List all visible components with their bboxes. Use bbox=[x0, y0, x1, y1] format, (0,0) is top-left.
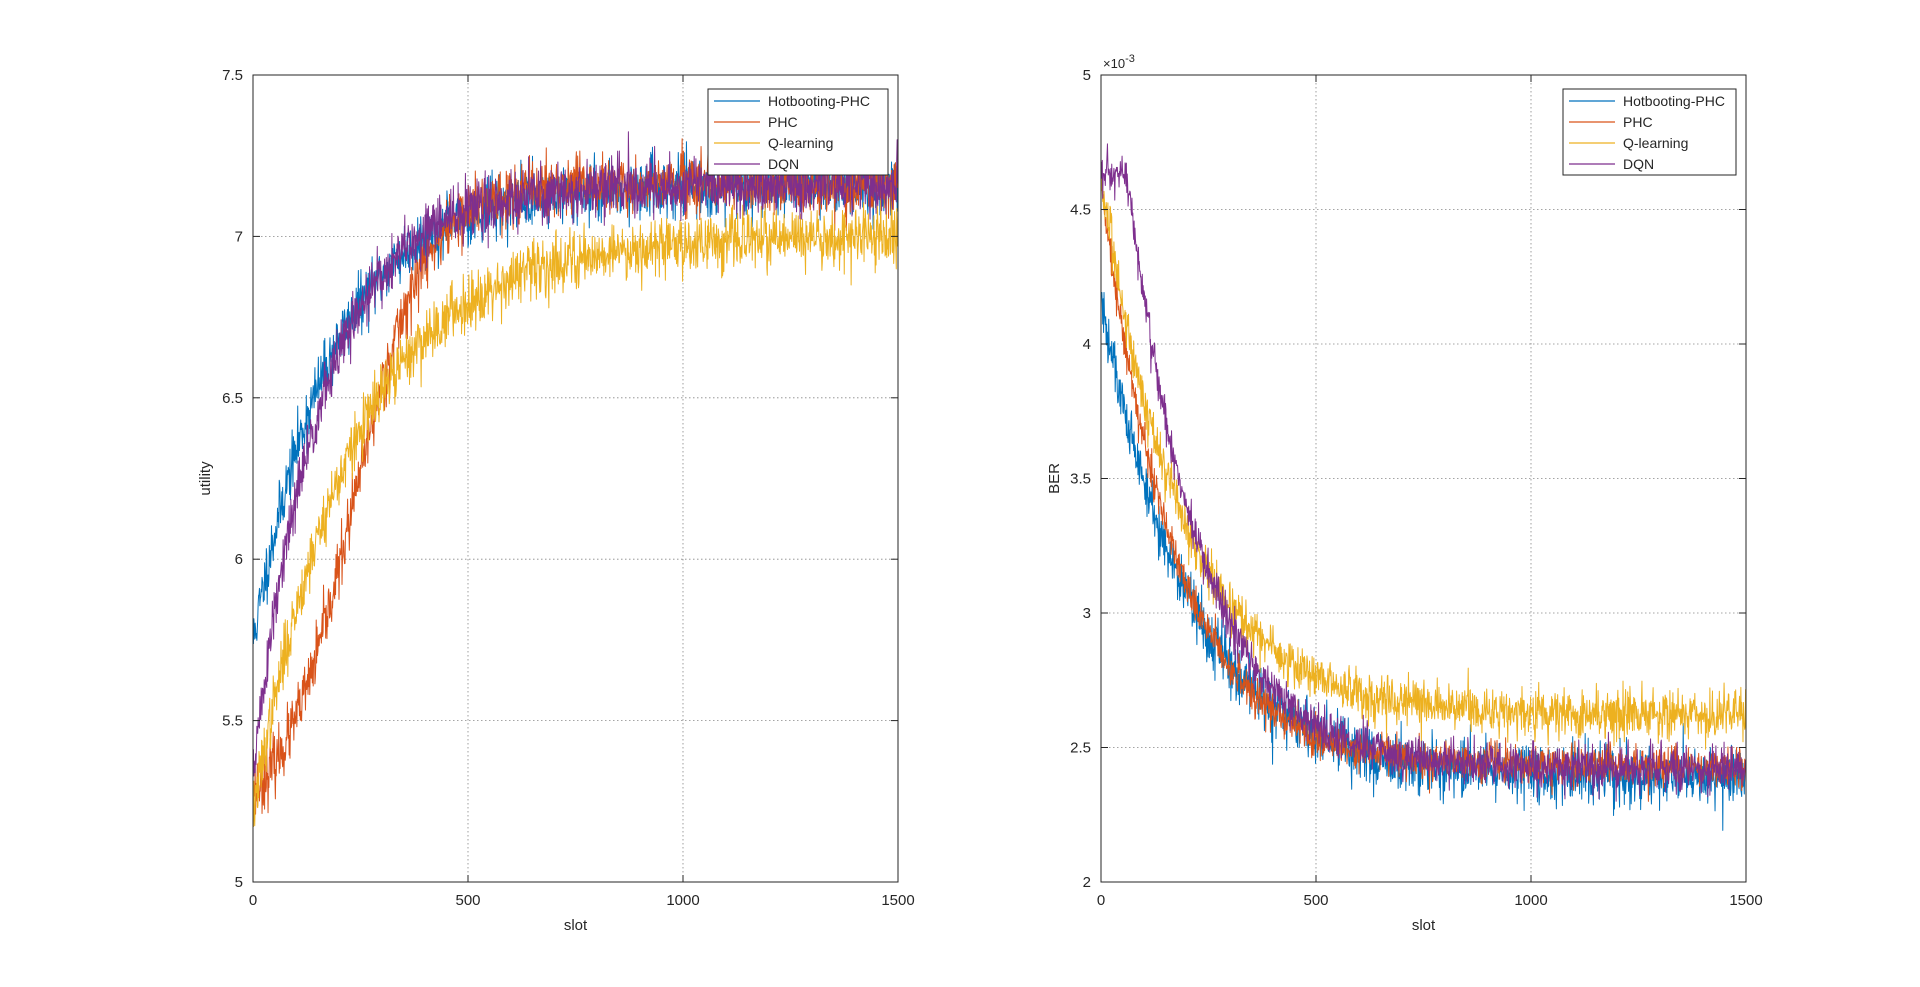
utility-series-line-dqn bbox=[252, 131, 899, 777]
utility-legend-label-hotbooting-phc: Hotbooting-PHC bbox=[768, 93, 870, 109]
utility-x-tick-label-1: 500 bbox=[455, 892, 480, 909]
utility-y-tick-label-0: 5 bbox=[235, 874, 243, 891]
ber-y-tick-label-4: 4 bbox=[1083, 336, 1091, 353]
ber-y-tick-label-1: 2.5 bbox=[1070, 740, 1091, 757]
utility-x-axis-label: slot bbox=[564, 917, 588, 934]
ber-x-tick-label-2: 1000 bbox=[1514, 892, 1547, 909]
utility-legend-label-q-learning: Q-learning bbox=[768, 135, 833, 151]
ber-y-tick-label-0: 2 bbox=[1083, 874, 1091, 891]
ber-y-tick-label-2: 3 bbox=[1083, 605, 1091, 622]
utility-axes-box bbox=[252, 74, 899, 883]
ber-series-line-dqn bbox=[1100, 143, 1747, 802]
ber-legend: Hotbooting-PHC PHC Q-learning DQN bbox=[1562, 88, 1737, 176]
ber-chart: 0 500 1000 1500 2 2.5 3 3.5 4 4.5 5 ×10-3 slot BER… bbox=[1046, 53, 1763, 934]
ber-x-tick-label-1: 500 bbox=[1303, 892, 1328, 909]
ber-legend-box bbox=[1562, 88, 1737, 176]
utility-x-tick-label-0: 0 bbox=[249, 892, 257, 909]
utility-legend-label-phc: PHC bbox=[768, 114, 798, 130]
ber-y-tick-label-6: 5 bbox=[1083, 67, 1091, 84]
utility-x-tick-label-3: 1500 bbox=[881, 892, 914, 909]
ber-x-tick-label-3: 1500 bbox=[1729, 892, 1762, 909]
utility-y-tick-label-3: 6.5 bbox=[222, 390, 243, 407]
ber-exponent-base: ×10 bbox=[1103, 56, 1125, 71]
ber-legend-label-phc: PHC bbox=[1623, 114, 1653, 130]
ber-y-axis-label: BER bbox=[1046, 463, 1063, 494]
ber-y-tick-label-5: 4.5 bbox=[1070, 202, 1091, 219]
utility-chart: 0 500 1000 1500 5 5.5 6 6.5 7 7.5 slot utility Ho… bbox=[197, 67, 915, 934]
utility-y-tick-label-2: 6 bbox=[235, 551, 243, 568]
ber-ticks: 0 500 1000 1500 2 2.5 3 3.5 4 4.5 5 bbox=[1070, 67, 1763, 909]
utility-y-tick-label-4: 7 bbox=[235, 228, 243, 245]
ber-exponent-power: -3 bbox=[1125, 53, 1135, 65]
utility-y-tick-label-5: 7.5 bbox=[222, 67, 243, 84]
ber-series-line-q-learning bbox=[1100, 175, 1747, 750]
utility-y-axis-label: utility bbox=[197, 461, 214, 496]
utility-x-tick-label-2: 1000 bbox=[666, 892, 699, 909]
utility-ticks: 0 500 1000 1500 5 5.5 6 6.5 7 7.5 bbox=[222, 67, 915, 909]
utility-legend: Hotbooting-PHC PHC Q-learning DQN bbox=[707, 88, 889, 176]
ber-y-tick-label-3: 3.5 bbox=[1070, 471, 1091, 488]
ber-legend-label-hotbooting-phc: Hotbooting-PHC bbox=[1623, 93, 1725, 109]
ber-x-tick-label-0: 0 bbox=[1097, 892, 1105, 909]
ber-exponent-label: ×10-3 bbox=[1103, 53, 1135, 71]
utility-y-tick-label-1: 5.5 bbox=[222, 713, 243, 730]
utility-legend-box bbox=[707, 88, 889, 176]
ber-x-axis-label: slot bbox=[1412, 917, 1436, 934]
ber-series-group bbox=[1100, 143, 1747, 831]
ber-legend-label-q-learning: Q-learning bbox=[1623, 135, 1688, 151]
utility-legend-label-dqn: DQN bbox=[768, 156, 799, 172]
utility-series-line-q-learning bbox=[252, 195, 899, 828]
ber-legend-label-dqn: DQN bbox=[1623, 156, 1654, 172]
